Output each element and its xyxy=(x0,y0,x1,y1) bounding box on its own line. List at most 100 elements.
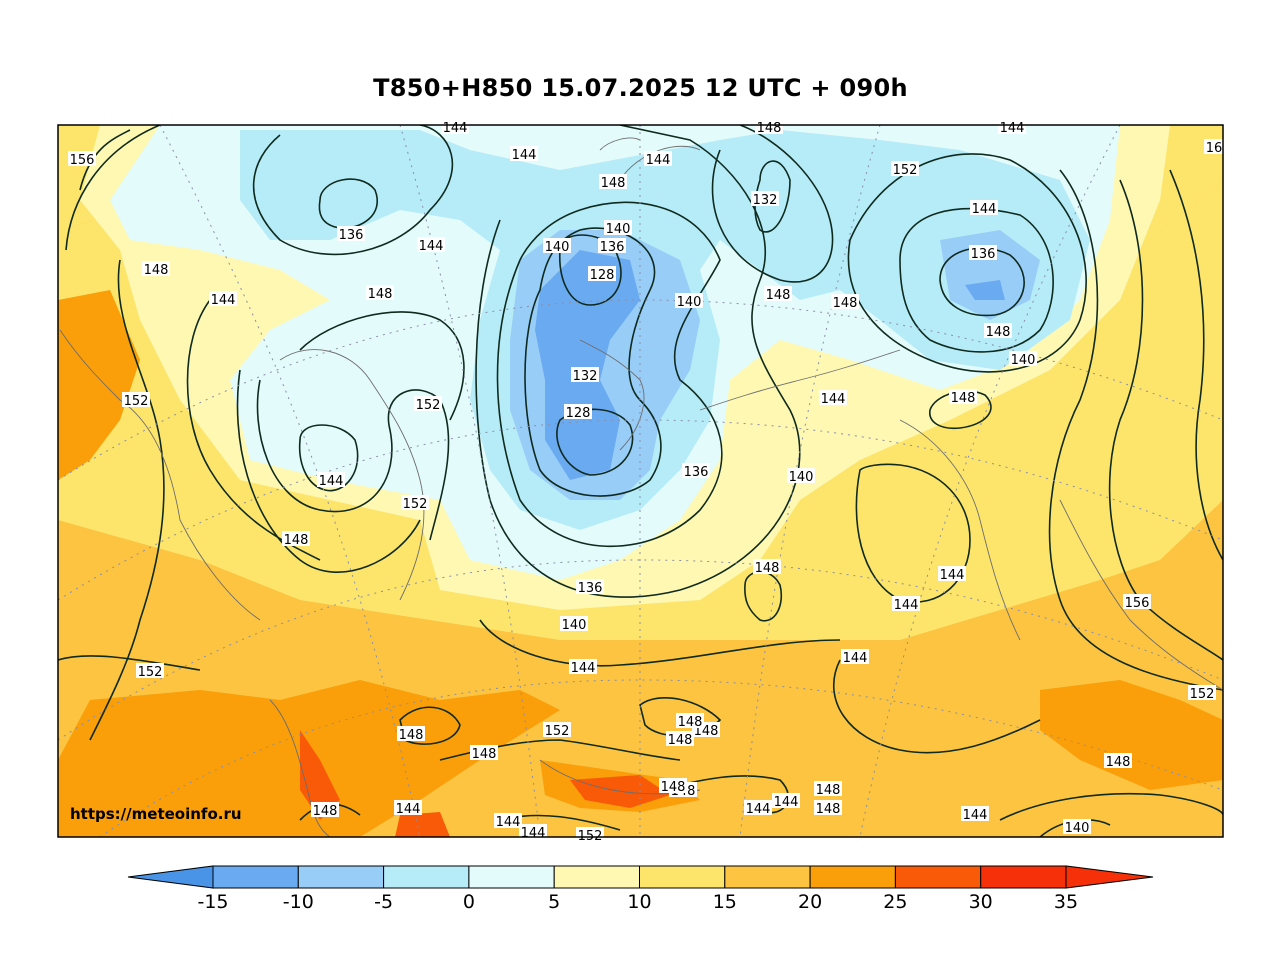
contour-label: 152 xyxy=(893,163,918,178)
contour-label-bg xyxy=(744,800,772,815)
contour-label-bg xyxy=(588,266,616,281)
contour-label-bg xyxy=(666,731,694,746)
contour-label: 140 xyxy=(1011,353,1036,368)
contour-label-bg xyxy=(414,396,442,411)
colorbar-segment xyxy=(980,865,1067,889)
contour-label: 140 xyxy=(1065,821,1090,836)
source-credit: https://meteoinfo.ru xyxy=(70,805,242,823)
contour-label-bg xyxy=(598,238,626,253)
contour-label-bg xyxy=(753,559,781,574)
contour-label: 136 xyxy=(600,240,625,255)
contour-label-bg xyxy=(814,800,842,815)
contour-label-bg xyxy=(311,802,339,817)
contour-label: 132 xyxy=(573,369,598,384)
contour-label: 144 xyxy=(443,121,468,136)
contour-label: 148 xyxy=(678,715,703,730)
colorbar-segment xyxy=(639,865,726,889)
contour-label: 156 xyxy=(1125,596,1150,611)
contour-label-bg xyxy=(571,367,599,382)
colorbar xyxy=(127,865,1154,889)
contour-label: 144 xyxy=(843,651,868,666)
map-title: T850+H850 15.07.2025 12 UTC + 090h xyxy=(373,74,908,102)
contour-label: 148 xyxy=(951,391,976,406)
contour-label: 144 xyxy=(746,802,771,817)
contour-label: 148 xyxy=(368,287,393,302)
contour-label: 136 xyxy=(578,581,603,596)
contour-label: 136 xyxy=(971,247,996,262)
contour-label-bg xyxy=(659,778,687,793)
contour-label: 144 xyxy=(821,392,846,407)
contour-label: 148 xyxy=(986,325,1011,340)
contour-label: 144 xyxy=(972,202,997,217)
contour-label-bg xyxy=(814,781,842,796)
contour-label-bg xyxy=(751,191,779,206)
colorbar-tick-label: 35 xyxy=(1053,891,1079,913)
contour-label-bg xyxy=(892,596,920,611)
colorbar-tick-label: 10 xyxy=(627,891,652,913)
contour-label: 144 xyxy=(319,474,344,489)
contour-label: 144 xyxy=(396,802,421,817)
contour-label: 140 xyxy=(677,295,702,310)
contour-label-bg xyxy=(831,294,859,309)
contour-label: 144 xyxy=(571,661,596,676)
contour-label-bg xyxy=(519,824,547,839)
contour-label: 144 xyxy=(512,148,537,163)
contour-label: 148 xyxy=(661,780,686,795)
contour-label-bg xyxy=(970,200,998,215)
contour-label: 16 xyxy=(1206,141,1223,156)
contour-label: 148 xyxy=(1106,755,1131,770)
contour-label-bg xyxy=(604,220,632,235)
contour-label-bg xyxy=(564,404,592,419)
contour-label: 140 xyxy=(789,470,814,485)
contour-label: 152 xyxy=(138,665,163,680)
contour-label: 148 xyxy=(313,804,338,819)
colorbar-segment xyxy=(724,865,811,889)
contour-label-bg xyxy=(441,119,469,134)
colorbar-tick-label: 20 xyxy=(798,891,823,913)
contour-label-bg xyxy=(494,813,522,828)
contour-label-bg xyxy=(136,663,164,678)
contour-label-bg xyxy=(998,119,1026,134)
contour-label: 152 xyxy=(416,398,441,413)
contour-labels: 156 144 144 148 144 144 148 16 136 144 140 136 132 15… xyxy=(68,119,1224,844)
contour-label: 136 xyxy=(339,228,364,243)
contour-label-bg xyxy=(569,659,597,674)
contour-label: 144 xyxy=(963,808,988,823)
contour-label-bg xyxy=(682,463,710,478)
contour-label: 156 xyxy=(70,153,95,168)
contour-label: 144 xyxy=(1000,121,1025,136)
colorbar-under-triangle xyxy=(127,865,214,889)
contour-label: 136 xyxy=(684,465,709,480)
contour-label-bg xyxy=(142,261,170,276)
contour-label-bg xyxy=(337,226,365,241)
map-frame xyxy=(57,124,1224,838)
contour-label: 128 xyxy=(590,268,615,283)
contour-label: 148 xyxy=(816,802,841,817)
contour-label: 152 xyxy=(124,394,149,409)
contour-label-bg xyxy=(560,616,588,631)
contour-label: 144 xyxy=(496,815,521,830)
colorbar-tick-label: -10 xyxy=(282,891,314,913)
contour-label: 140 xyxy=(545,240,570,255)
colorbar-tick-label: -15 xyxy=(197,891,229,913)
contour-label: 144 xyxy=(894,598,919,613)
contour-label-bg xyxy=(764,286,792,301)
contour-label: 152 xyxy=(545,724,570,739)
colorbar-over-triangle xyxy=(1065,865,1154,889)
contour-label-bg xyxy=(1104,753,1132,768)
contour-label-bg xyxy=(969,245,997,260)
colorbar-segment xyxy=(212,865,299,889)
contour-label-bg xyxy=(675,293,703,308)
contour-label-bg xyxy=(787,468,815,483)
contour-label-bg xyxy=(644,151,672,166)
contour-label-bg xyxy=(819,390,847,405)
contour-label-bg xyxy=(68,151,96,166)
contour-label-bg xyxy=(1063,819,1091,834)
contour-label-bg xyxy=(417,237,445,252)
contour-label-bg xyxy=(676,713,704,728)
coastlines xyxy=(59,137,1223,837)
contour-label-bg xyxy=(938,566,966,581)
graticule xyxy=(58,125,1223,837)
contour-label: 132 xyxy=(753,193,778,208)
contour-label-bg xyxy=(394,800,422,815)
